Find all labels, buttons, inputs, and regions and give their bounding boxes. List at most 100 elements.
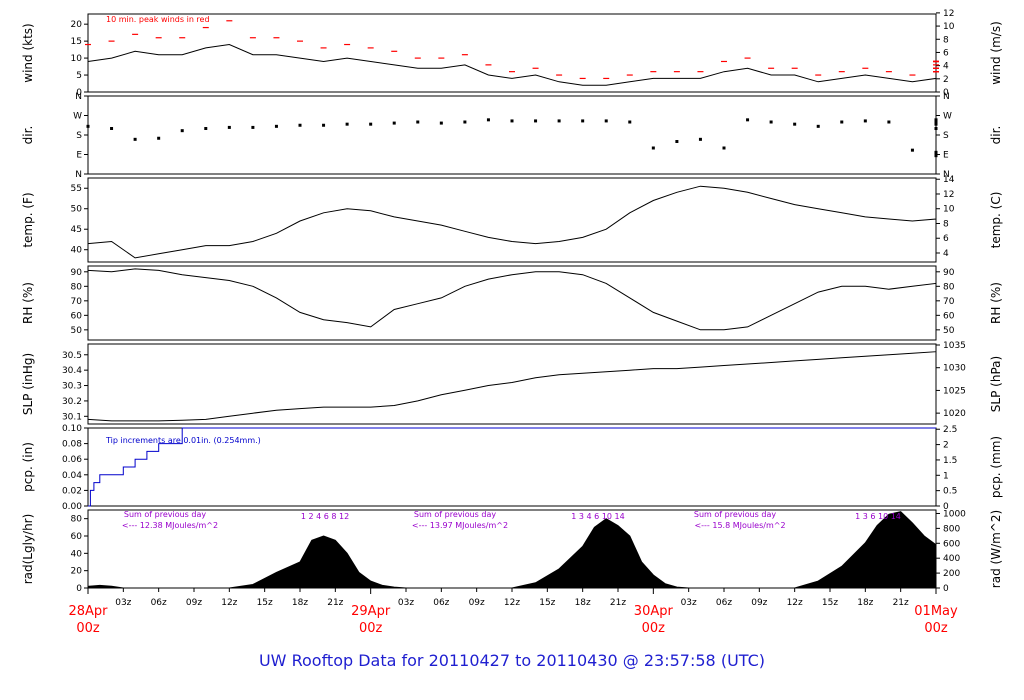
- day-hour-label: 00z: [359, 621, 383, 636]
- panel-temperature: 40 45 50 55 4 6 8 10 12 14 temp. (F) temp. (C): [21, 175, 1003, 263]
- y-tick-label: 0.08: [62, 440, 82, 450]
- y-tick-label-right: 6: [943, 48, 949, 58]
- x-tick-label: 12z: [504, 598, 520, 608]
- direction-point: [534, 119, 538, 123]
- y-tick-label-right: 4: [943, 62, 949, 72]
- temperature-line: [87, 180, 937, 259]
- y-tick-label-right: 4: [943, 249, 949, 259]
- x-tick-label: 12z: [221, 598, 237, 608]
- direction-point: [392, 121, 396, 125]
- tip-increment-annotation: Tip increments are 0.01in. (0.254mm.): [105, 436, 261, 445]
- y-tick-label-right: 0.5: [943, 487, 957, 497]
- direction-point: [345, 122, 349, 126]
- y-tick-label-right: N: [943, 170, 950, 180]
- y-tick-label: 30.1: [62, 412, 82, 422]
- x-tick-label: 21z: [327, 598, 343, 608]
- y-tick-label: 0.04: [62, 471, 82, 481]
- y-tick-label: 70: [71, 297, 83, 307]
- direction-point: [793, 122, 797, 126]
- y-tick-label-right: 2: [943, 441, 949, 451]
- x-tick-label: 18z: [292, 598, 308, 608]
- x-tick-label: 03z: [115, 598, 131, 608]
- y-axis-label-left: wind (kts): [21, 23, 35, 82]
- y-tick-label: E: [76, 151, 82, 161]
- y-axis-label-left: SLP (inHg): [21, 353, 35, 415]
- radiation-area: [87, 511, 937, 589]
- y-tick-label: 0.02: [62, 486, 82, 496]
- y-tick-label: 0.10: [62, 424, 82, 434]
- x-tick-label: 03z: [398, 598, 414, 608]
- y-tick-label-right: 60: [943, 311, 955, 321]
- y-axis-label-right: wind (m/s): [989, 21, 1003, 85]
- y-tick-label: 0: [76, 584, 82, 594]
- direction-point: [934, 120, 938, 124]
- y-axis-label-right: rad (W/m^2): [989, 510, 1003, 588]
- y-tick-label-right: 600: [943, 539, 960, 549]
- x-tick-label: 09z: [469, 598, 485, 608]
- y-tick-label-right: 80: [943, 282, 955, 292]
- day-date-label: 29Apr: [351, 604, 391, 619]
- direction-point: [439, 121, 443, 125]
- direction-point: [840, 120, 844, 124]
- panel-precipitation: 0.00 0.02 0.04 0.06 0.08 0.10 0 0.5 1 1.5 2 2.5 pcp.…: [21, 424, 1003, 512]
- x-tick-label: 03z: [681, 598, 697, 608]
- direction-point: [769, 120, 773, 124]
- y-axis-label-right: temp. (C): [989, 192, 1003, 249]
- y-tick-label: N: [75, 92, 82, 102]
- direction-point: [486, 118, 490, 122]
- y-tick-label-right: 10: [943, 205, 955, 215]
- y-tick-label: 45: [71, 225, 82, 235]
- day-hour-label: 00z: [76, 621, 100, 636]
- direction-point: [887, 120, 891, 124]
- direction-point: [934, 118, 938, 122]
- y-axis-label-right: dir.: [989, 126, 1003, 145]
- y-axis-label-left: temp. (F): [21, 192, 35, 247]
- direction-point: [180, 129, 184, 133]
- direction-point: [133, 137, 137, 141]
- day-hour-label: 00z: [642, 621, 666, 636]
- y-tick-label-right: 1020: [943, 409, 966, 419]
- slp-line: [87, 347, 937, 422]
- direction-point: [157, 136, 161, 140]
- y-tick-label-right: 0: [943, 502, 949, 512]
- y-tick-label: S: [76, 131, 82, 141]
- daily-sum-value: <--- 12.38 MJoules/m^2: [122, 521, 218, 530]
- x-tick-label: 15z: [257, 598, 273, 608]
- x-tick-label: 21z: [610, 598, 626, 608]
- peak-winds-annotation: 10 min. peak winds in red: [106, 15, 210, 24]
- y-tick-label-right: 1: [943, 471, 949, 481]
- y-tick-label-right: 1000: [943, 509, 966, 519]
- direction-point: [204, 127, 208, 130]
- direction-point: [604, 119, 608, 123]
- direction-point: [416, 120, 420, 124]
- y-tick-label-right: 70: [943, 297, 955, 307]
- daily-sum-title: Sum of previous day: [124, 510, 206, 519]
- y-tick-label-right: 12: [943, 190, 954, 200]
- x-tick-label: 21z: [893, 598, 909, 608]
- direction-point: [463, 120, 467, 124]
- y-tick-label-right: 6: [943, 234, 949, 244]
- y-tick-label: 15: [71, 37, 82, 47]
- y-tick-label-right: 8: [943, 219, 949, 229]
- y-tick-label: 10: [71, 54, 83, 64]
- y-tick-label-right: 1030: [943, 364, 966, 374]
- y-tick-label-right: E: [943, 151, 949, 161]
- y-tick-label-right: 2.5: [943, 425, 957, 435]
- direction-point: [110, 127, 114, 130]
- direction-point: [510, 119, 514, 123]
- y-tick-label-right: S: [943, 131, 949, 141]
- y-tick-label-right: 200: [943, 569, 960, 579]
- y-tick-label-right: 0: [943, 584, 949, 594]
- direction-point: [910, 148, 914, 152]
- panel-frame: [87, 343, 937, 425]
- y-tick-label-right: 1025: [943, 386, 966, 396]
- y-tick-label: 60: [71, 532, 83, 542]
- y-tick-label: 80: [71, 282, 83, 292]
- y-tick-label: 30.2: [62, 397, 82, 407]
- y-tick-label: 0.00: [62, 502, 82, 512]
- y-axis-label-right: RH (%): [989, 282, 1003, 324]
- y-tick-label: W: [73, 112, 82, 122]
